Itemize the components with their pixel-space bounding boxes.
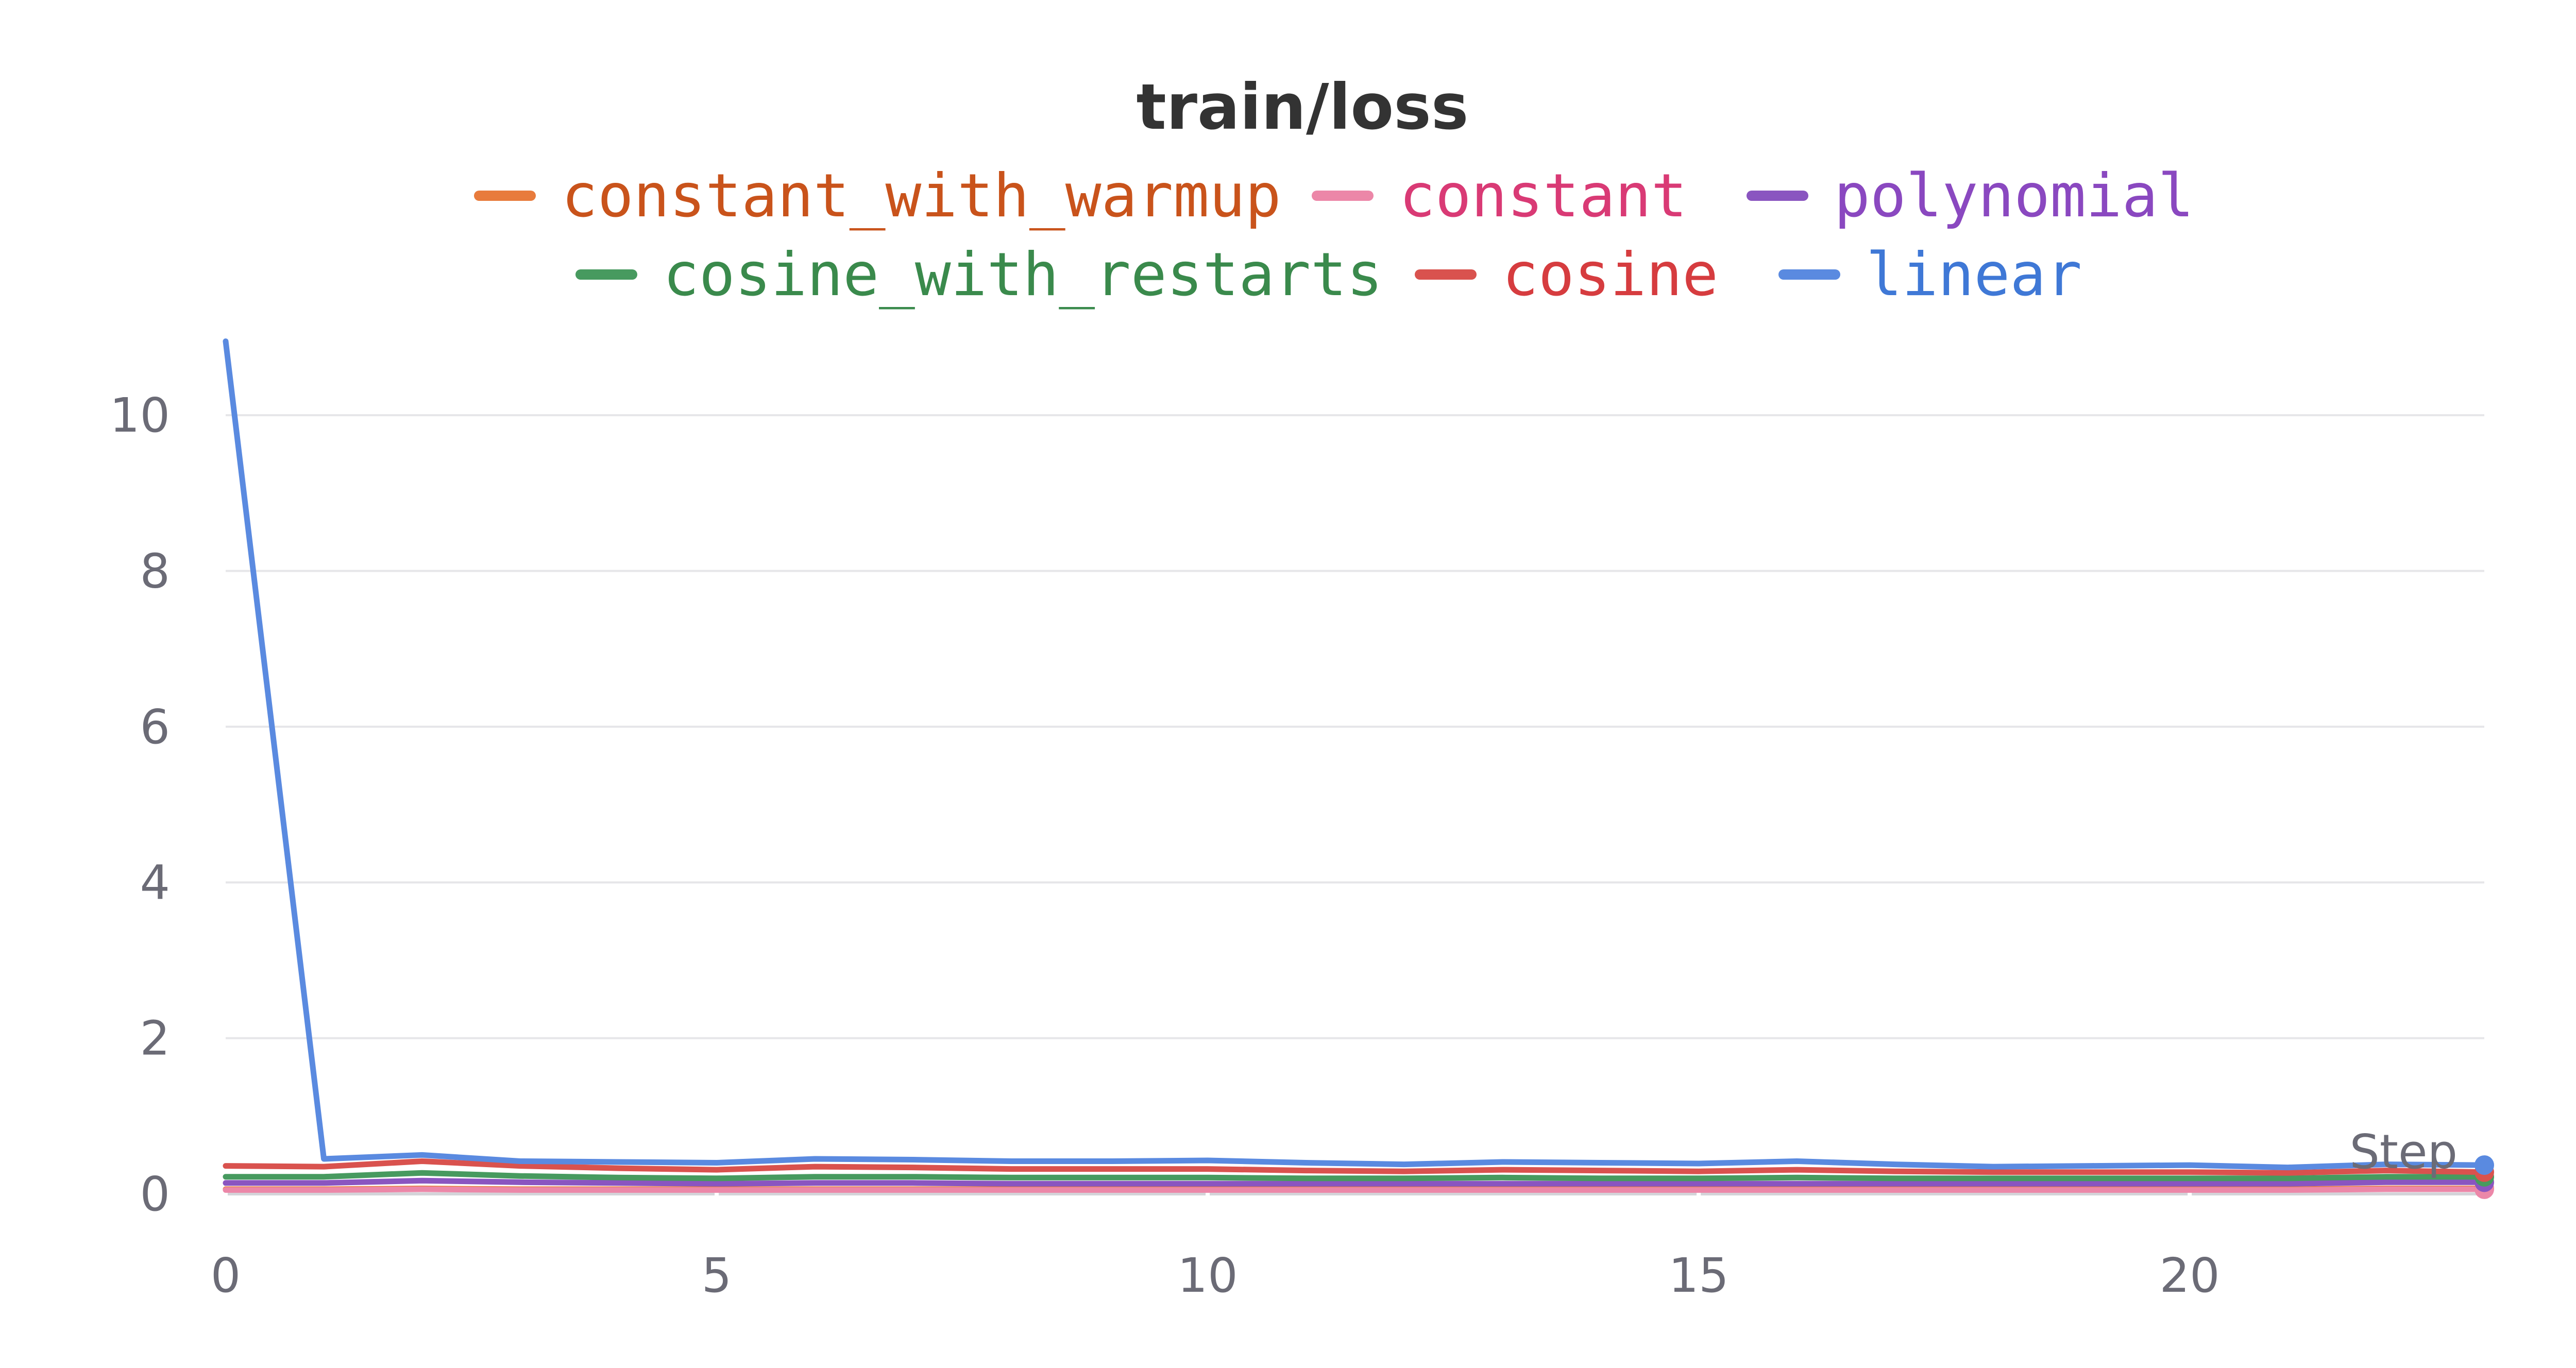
legend: constant_with_warmup constant polynomial co… [474, 161, 2194, 310]
y-tick-label: 6 [140, 699, 170, 755]
series-lines [223, 338, 2487, 1193]
x-tick-label: 0 [211, 1248, 241, 1303]
x-tick-label: 10 [1178, 1248, 1238, 1303]
y-tick-label: 10 [110, 388, 170, 443]
series-end-point-linear [2475, 1155, 2494, 1175]
y-tick-label: 4 [140, 855, 170, 910]
x-tick-label: 20 [2160, 1248, 2220, 1303]
series-line-cosine [223, 1158, 2487, 1176]
chart-title: train/loss [1137, 71, 1469, 144]
x-axis-label: Step [2350, 1124, 2458, 1179]
x-tick-label: 15 [1669, 1248, 1729, 1303]
series-line-cosine-with-restarts [223, 1170, 2487, 1182]
y-tick-label: 8 [140, 544, 170, 599]
y-tick-label: 0 [140, 1167, 170, 1222]
axes: 0 2 4 6 8 10 0 5 10 15 20 [110, 388, 2484, 1303]
legend-label-linear[interactable]: linear [1866, 240, 2082, 310]
legend-label-polynomial[interactable]: polynomial [1834, 161, 2194, 231]
legend-label-constant[interactable]: constant [1399, 161, 1687, 231]
legend-label-constant-with-warmup[interactable]: constant_with_warmup [562, 161, 1281, 231]
series-line-constant [223, 1186, 2487, 1193]
series-line-linear [223, 338, 2487, 1171]
series-line-polynomial [223, 1177, 2487, 1187]
grid-lines [226, 414, 2484, 1039]
y-tick-label: 2 [140, 1011, 170, 1066]
end-markers [2475, 1155, 2494, 1199]
legend-label-cosine-with-restarts[interactable]: cosine_with_restarts [663, 240, 1383, 310]
x-tick-label: 5 [702, 1248, 732, 1303]
legend-label-cosine[interactable]: cosine [1502, 240, 1718, 310]
